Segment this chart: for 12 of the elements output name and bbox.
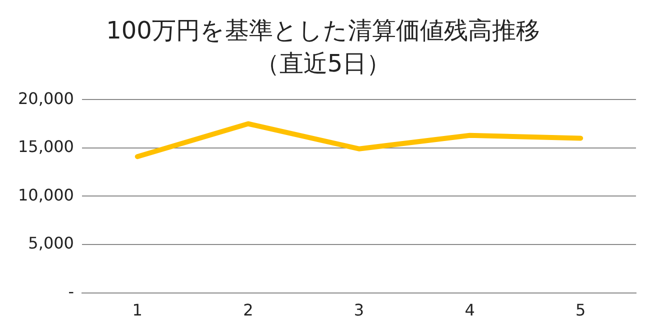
- x-tick-label: 3: [354, 300, 364, 320]
- x-tick-label: 2: [243, 300, 254, 320]
- x-tick-label: 5: [576, 300, 586, 320]
- chart-subtitle: （直近5日）: [255, 49, 391, 78]
- x-tick-label: 1: [132, 300, 142, 320]
- y-tick-label: 10,000: [18, 185, 74, 204]
- chart-title: 100万円を基準とした清算価値残高推移: [106, 16, 540, 45]
- y-tick-label: 5,000: [28, 234, 74, 253]
- x-tick-label: 4: [464, 300, 475, 320]
- y-tick-label: 15,000: [18, 137, 74, 156]
- y-tick-label: 20,000: [18, 88, 74, 108]
- y-tick-label: -: [68, 282, 74, 301]
